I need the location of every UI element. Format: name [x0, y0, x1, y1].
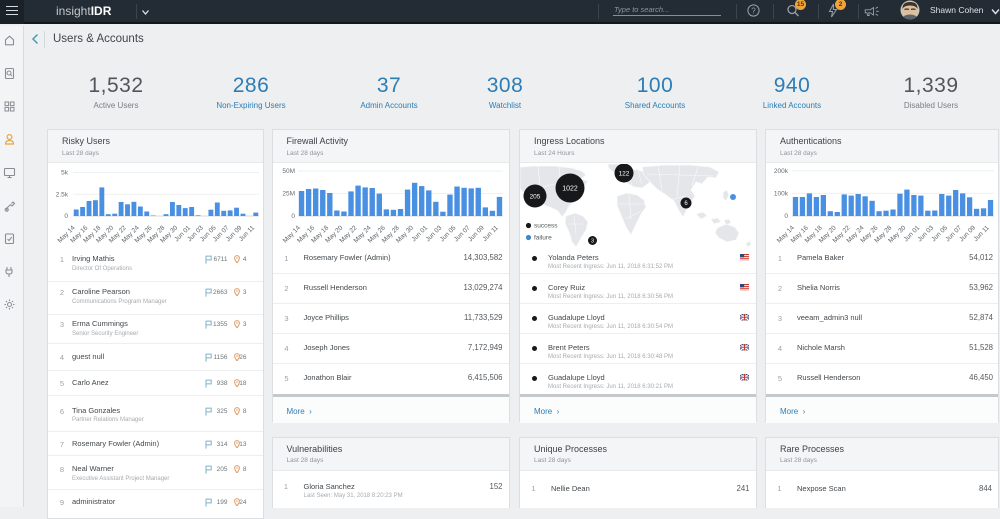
svg-text:failure: failure	[534, 235, 552, 242]
svg-text:1022: 1022	[562, 186, 578, 193]
svg-text:50M: 50M	[282, 168, 295, 175]
svg-text:0: 0	[64, 213, 68, 220]
svg-text:6: 6	[684, 201, 688, 207]
svg-text:3: 3	[591, 238, 594, 244]
svg-text:Jun 11: Jun 11	[481, 224, 500, 243]
svg-text:success: success	[534, 223, 558, 230]
svg-text:?: ?	[751, 6, 756, 15]
svg-text:0: 0	[291, 213, 295, 220]
svg-text:122: 122	[619, 170, 630, 177]
svg-text:25M: 25M	[282, 191, 295, 198]
svg-text:5k: 5k	[61, 170, 69, 177]
svg-text:205: 205	[530, 193, 541, 200]
svg-text:100k: 100k	[774, 191, 789, 198]
svg-text:2.5k: 2.5k	[56, 192, 69, 199]
svg-text:0: 0	[784, 213, 788, 220]
svg-text:Jun 11: Jun 11	[972, 224, 991, 243]
svg-text:200k: 200k	[774, 168, 789, 175]
